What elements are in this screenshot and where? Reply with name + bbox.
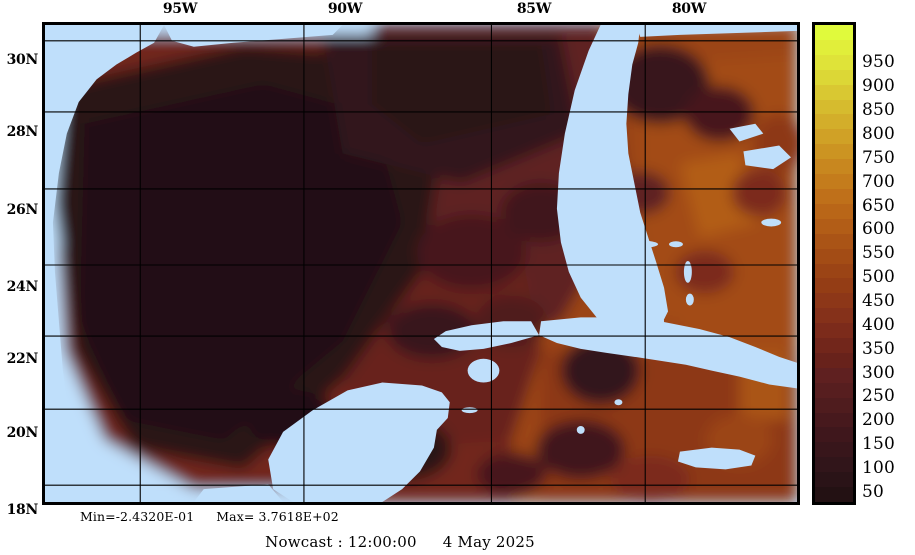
colorbar-tick-label: 750 (862, 147, 896, 168)
colorbar-swatch (815, 278, 853, 294)
colorbar-swatch (815, 144, 853, 160)
colorbar-swatch (815, 293, 853, 309)
colorbar-swatch (815, 338, 853, 353)
lon-tick-label: 95W (162, 1, 198, 17)
caption-nowcast-time: Nowcast : 12:00:00 (265, 533, 417, 551)
colorbar-tick-label: 100 (862, 458, 896, 479)
colorbar-tick-label: 450 (862, 291, 896, 311)
colorbar-tick-label: 700 (862, 171, 896, 192)
colorbar-swatch (815, 159, 853, 175)
colorbar-swatch (815, 69, 853, 85)
lat-tick-label: 28N (6, 124, 39, 140)
colorbar-tick-label: 350 (862, 338, 896, 359)
colorbar-tick-label: 50 (862, 481, 885, 502)
lat-tick-label: 22N (6, 351, 39, 367)
colorbar-swatch (815, 84, 853, 100)
colorbar-tick-label: 650 (862, 195, 896, 216)
lat-tick-label: 24N (6, 279, 39, 295)
lon-tick-label: 90W (327, 1, 363, 17)
max-value: Max= 3.7618E+02 (216, 509, 339, 524)
map-plot-area[interactable] (42, 22, 800, 505)
colorbar-swatch (815, 367, 853, 383)
colorbar-tick-label: 550 (862, 243, 896, 264)
colorbar-swatch (815, 99, 853, 115)
lat-tick-label: 18N (6, 502, 39, 518)
colorbar-swatch (815, 472, 853, 488)
colorbar-tick-label: 800 (862, 123, 896, 144)
colorbar-swatch (815, 308, 853, 324)
colorbar-tick-label: 600 (862, 219, 896, 240)
colorbar-swatch (815, 352, 853, 368)
lat-tick-label: 26N (6, 202, 39, 218)
colorbar-tick-label: 300 (862, 362, 896, 383)
colorbar-swatch (815, 412, 853, 428)
min-value: Min=-2.4320E-01 (80, 509, 195, 524)
colorbar-swatch (815, 382, 853, 398)
figure-caption: Nowcast : 12:00:00 4 May 2025 (0, 533, 800, 551)
colorbar-labels: 950 900 850 800 750 700 650 600 550 500 450 400 350 3… (862, 22, 915, 505)
colorbar-tick-label: 950 (862, 52, 896, 73)
colorbar-swatch (815, 233, 853, 249)
map-raster (45, 25, 797, 502)
colorbar-swatch (815, 457, 853, 473)
colorbar-swatch (815, 218, 853, 234)
colorbar-swatch (815, 487, 853, 502)
colorbar-swatch (815, 54, 853, 70)
colorbar (812, 22, 856, 505)
colorbar-swatch (815, 114, 853, 130)
colorbar-swatch (815, 25, 853, 40)
colorbar-swatch (815, 427, 853, 443)
colorbar-swatch (815, 263, 853, 279)
lon-tick-label: 80W (671, 1, 707, 17)
colorbar-swatch (815, 188, 853, 204)
colorbar-swatch (815, 397, 853, 413)
colorbar-tick-label: 400 (862, 314, 896, 335)
colorbar-tick-label: 900 (862, 76, 896, 97)
min-max-annotation: Min=-2.4320E-01 Max= 3.7618E+02 (42, 509, 800, 524)
colorbar-tick-label: 200 (862, 410, 896, 431)
colorbar-swatch (815, 323, 853, 339)
colorbar-tick-label: 150 (862, 434, 896, 455)
colorbar-swatch (815, 203, 853, 219)
longitude-axis: 95W 90W 85W 80W (0, 0, 915, 22)
colorbar-tick-label: 850 (862, 100, 896, 121)
colorbar-swatch (815, 129, 853, 145)
colorbar-swatch (815, 174, 853, 189)
colorbar-swatch (815, 39, 853, 55)
lat-tick-label: 30N (6, 52, 39, 68)
colorbar-swatch (815, 248, 853, 264)
colorbar-swatch (815, 442, 853, 458)
latitude-axis: 30N 28N 26N 24N 22N 20N 18N (0, 0, 42, 555)
caption-date: 4 May 2025 (442, 533, 535, 551)
lat-tick-label: 20N (6, 425, 39, 441)
lon-tick-label: 85W (516, 1, 552, 17)
colorbar-tick-label: 250 (862, 386, 896, 407)
colorbar-tick-label: 500 (862, 267, 896, 288)
